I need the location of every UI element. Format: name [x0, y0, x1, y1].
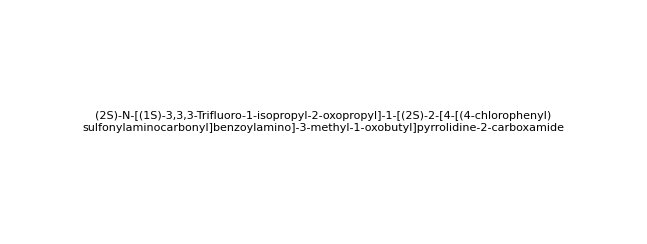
Text: (2S)-N-[(1S)-3,3,3-Trifluoro-1-isopropyl-2-oxopropyl]-1-[(2S)-2-[4-[(4-chlorophe: (2S)-N-[(1S)-3,3,3-Trifluoro-1-isopropyl… [83, 111, 564, 133]
